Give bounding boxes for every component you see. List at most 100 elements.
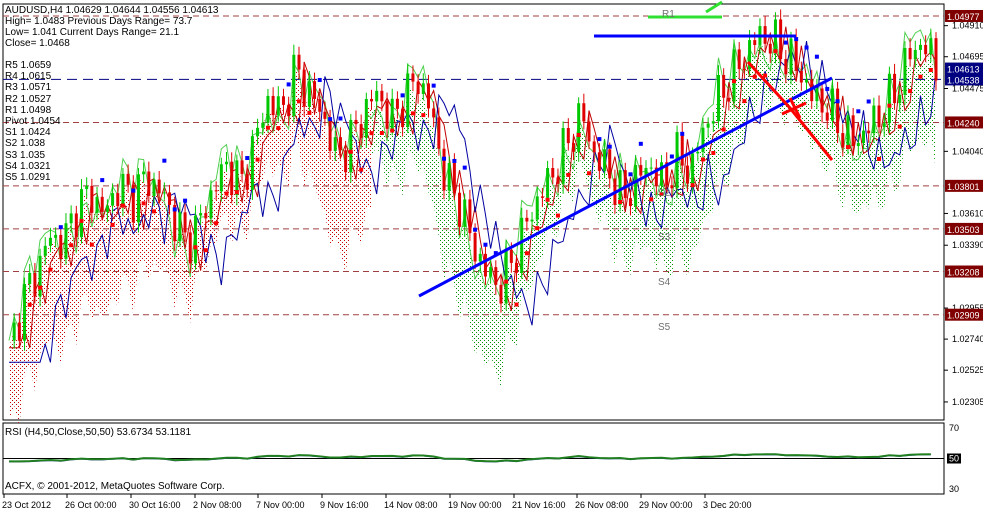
ichimoku-cloud-red — [9, 62, 372, 427]
candle-body — [903, 47, 907, 95]
pivot-label-r3: R3 1.0571 — [5, 82, 52, 94]
candle-body — [706, 123, 710, 128]
sar-dot — [783, 40, 788, 45]
pivot-label-r5: R5 1.0659 — [5, 60, 52, 71]
candle-body — [225, 161, 229, 165]
candle-body — [333, 137, 337, 151]
candle-body — [696, 151, 700, 154]
sar-dot — [856, 109, 861, 114]
x-tick-label: 7 Nov 00:00 — [256, 500, 305, 510]
candle-body — [494, 267, 498, 285]
candle-body — [375, 90, 379, 102]
main-panel-frame — [2, 3, 945, 421]
sar-dot — [100, 178, 105, 183]
rsi-scale-label: 30 — [949, 484, 959, 494]
candle-body — [603, 149, 607, 171]
candle-body — [188, 232, 192, 264]
price-tag-label: 1.04977 — [947, 12, 980, 22]
candle-body — [33, 272, 37, 297]
pivot-label-s4: S4 1.0321 — [5, 160, 51, 172]
sar-dot — [79, 218, 84, 223]
candle-body — [90, 185, 94, 213]
candle-body — [59, 234, 63, 259]
sar-dot — [410, 111, 415, 116]
candle-body — [105, 205, 109, 212]
candle-body — [136, 174, 140, 223]
x-tick-label: 3 Dec 20:00 — [703, 500, 752, 510]
sar-dot — [307, 110, 312, 115]
candle-body — [623, 170, 627, 199]
candle-body — [142, 171, 146, 175]
price-tag-box — [945, 73, 983, 86]
sar-dot — [193, 245, 198, 250]
candle-body — [152, 179, 156, 196]
chikou-line — [8, 29, 937, 341]
candle-body — [147, 171, 151, 196]
candle-body — [328, 118, 332, 151]
pivot-label-r1: R1 1.0498 — [5, 104, 52, 116]
price-tag-label: 1.03801 — [947, 182, 980, 192]
symbol-line: AUDUSD,H4 1.04629 1.04644 1.04556 1.0461… — [5, 5, 219, 16]
candle-body — [12, 322, 16, 341]
candle-body — [411, 73, 415, 82]
sar-dot — [483, 242, 488, 247]
candle-body — [571, 143, 575, 152]
sar-dot — [504, 279, 509, 284]
price-tag-box — [945, 116, 983, 129]
candle-body — [691, 153, 695, 184]
candle-body — [520, 217, 524, 273]
y-tick-label: 1.04040 — [952, 146, 983, 156]
candle-body — [230, 161, 234, 196]
candle-body — [121, 173, 125, 207]
candle-body — [256, 127, 260, 137]
candle-body — [685, 165, 689, 184]
sar-dot — [379, 131, 384, 136]
sar-dot — [763, 73, 768, 78]
candle-body — [556, 177, 560, 184]
pivot-label-s3: S3 1.035 — [5, 149, 46, 161]
candle-body — [447, 163, 451, 191]
sar-dot — [58, 225, 63, 230]
sar-dot — [607, 144, 612, 149]
candle-body — [644, 167, 648, 176]
candle-body — [841, 133, 845, 148]
candle-body — [836, 88, 840, 134]
candle-body — [250, 136, 254, 190]
candle-body — [85, 185, 89, 190]
candle-body — [370, 98, 374, 102]
sar-dot — [794, 37, 799, 42]
sar-dot — [669, 154, 674, 159]
candle-body — [276, 96, 280, 116]
candle-body — [654, 167, 658, 186]
candle-body — [313, 81, 317, 99]
price-tag-box — [945, 62, 983, 75]
sar-dot — [877, 156, 882, 161]
candle-body — [530, 219, 534, 222]
candle-body — [235, 160, 239, 196]
rsi-scale-label: 50 — [949, 454, 959, 464]
candle-body — [639, 165, 643, 176]
ascending-trendline — [418, 76, 833, 298]
y-tick-label: 1.02525 — [952, 365, 983, 375]
candle-body — [28, 272, 32, 284]
x-tick-label: 2 Nov 08:00 — [193, 500, 242, 510]
candle-body — [359, 124, 363, 138]
candle-body — [266, 95, 270, 123]
candle-body — [297, 54, 301, 70]
sar-dot — [328, 117, 333, 122]
level-tag: S2 — [658, 188, 671, 199]
sar-dot — [535, 226, 540, 231]
candle-body — [825, 112, 829, 121]
y-tick-label: 1.03390 — [952, 240, 983, 250]
r1-green-tick — [705, 0, 723, 14]
candle-body — [608, 149, 612, 179]
candle-body — [287, 104, 291, 117]
sar-dot — [152, 209, 157, 214]
candle-body — [245, 173, 249, 190]
price-tag-label: 1.03503 — [947, 225, 980, 235]
sar-dot — [700, 157, 705, 162]
candle-body — [716, 74, 720, 122]
candle-body — [421, 83, 425, 95]
sar-dot — [48, 267, 53, 272]
